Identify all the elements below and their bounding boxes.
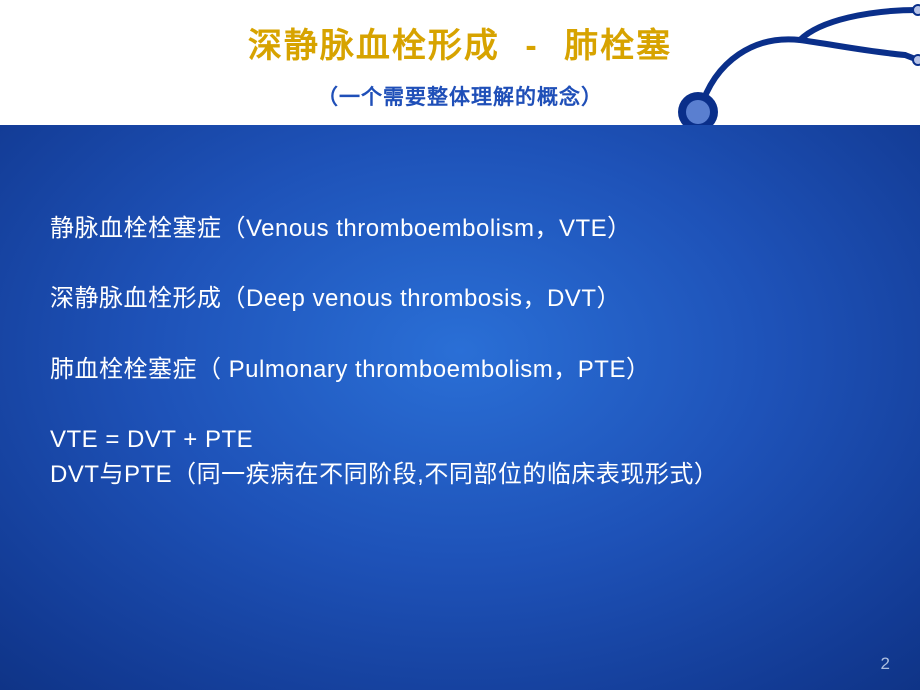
relation-line: DVT与PTE（同一疾病在不同阶段,不同部位的临床表现形式）	[50, 459, 870, 491]
definition-line-dvt: 深静脉血栓形成（Deep venous thrombosis，DVT）	[50, 283, 870, 315]
slide-header: 深静脉血栓形成 - 肺栓塞 （一个需要整体理解的概念）	[0, 0, 920, 125]
definition-line-pte: 肺血栓栓塞症（ Pulmonary thromboembolism，PTE）	[50, 354, 870, 386]
slide-subtitle: （一个需要整体理解的概念）	[0, 81, 920, 111]
title-right: 肺栓塞	[564, 27, 672, 65]
title-separator: -	[511, 27, 552, 65]
slide-title: 深静脉血栓形成 - 肺栓塞	[0, 18, 920, 67]
slide-body: 静脉血栓栓塞症（Venous thromboembolism，VTE） 深静脉血…	[0, 125, 920, 690]
slide: 深静脉血栓形成 - 肺栓塞 （一个需要整体理解的概念） 静脉血栓栓塞症（Veno…	[0, 0, 920, 690]
definition-line-vte: 静脉血栓栓塞症（Venous thromboembolism，VTE）	[50, 213, 870, 245]
title-left: 深静脉血栓形成	[248, 27, 500, 65]
content-block: 静脉血栓栓塞症（Venous thromboembolism，VTE） 深静脉血…	[50, 213, 870, 491]
page-number: 2	[881, 654, 890, 674]
equation-line: VTE = DVT + PTE	[50, 424, 870, 456]
